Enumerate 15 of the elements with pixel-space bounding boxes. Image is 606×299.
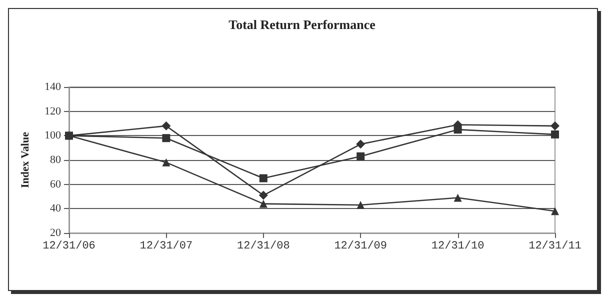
y-tick-label: 20: [50, 227, 62, 239]
x-tick-label: 12/31/08: [236, 240, 290, 252]
x-tick-label: 12/31/06: [42, 240, 96, 252]
y-tick-label: 140: [44, 81, 62, 93]
chart-title: Total Return Performance: [228, 17, 376, 32]
x-tick-label: 12/31/07: [140, 240, 193, 252]
y-axis-title: Index Value: [20, 132, 32, 188]
y-tick-label: 40: [50, 202, 62, 215]
y-tick-label: 60: [50, 178, 62, 190]
x-tick-label: 12/31/10: [431, 240, 484, 252]
y-tick-label: 120: [44, 105, 62, 118]
x-tick-label: 12/31/09: [334, 240, 388, 252]
y-tick-label: 80: [50, 154, 62, 166]
y-tick-label: 100: [44, 130, 62, 142]
x-tick-label: 12/31/11: [528, 240, 582, 252]
